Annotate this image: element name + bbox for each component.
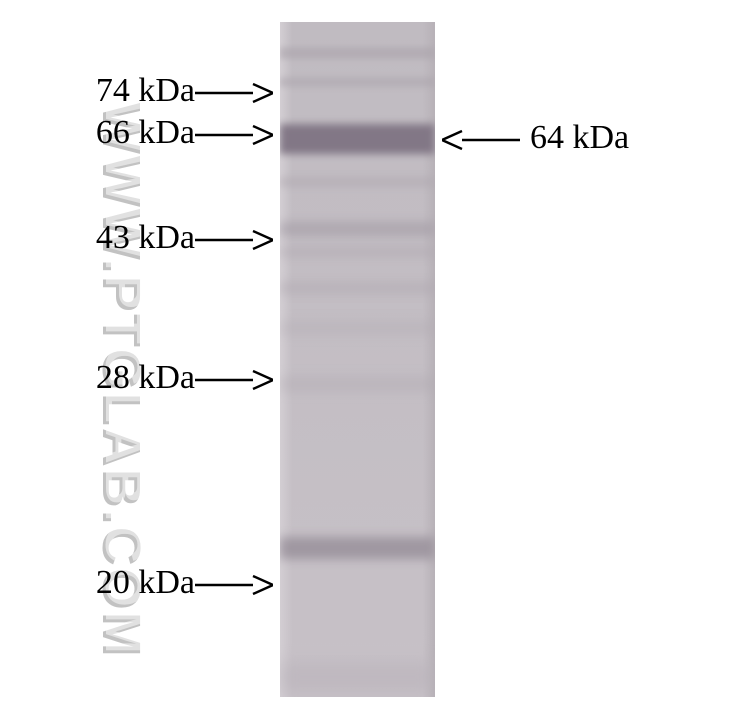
arrow-right-icon <box>195 369 273 391</box>
gel-band <box>280 537 435 559</box>
arrow-left-icon <box>442 129 520 151</box>
arrow-right-icon <box>195 124 273 146</box>
marker-label: 74 kDa <box>96 72 195 110</box>
marker-label: 28 kDa <box>96 359 195 397</box>
gel-band <box>280 222 435 236</box>
gel-band <box>280 282 435 294</box>
gel-band <box>280 177 435 187</box>
gel-band <box>280 662 435 692</box>
gel-lane <box>280 22 435 697</box>
sample-band-label: 64 kDa <box>530 119 629 157</box>
marker-label: 20 kDa <box>96 564 195 602</box>
gel-band <box>280 247 435 257</box>
arrow-right-icon <box>195 229 273 251</box>
marker-label: 43 kDa <box>96 219 195 257</box>
gel-band <box>280 124 435 154</box>
gel-band <box>280 322 435 334</box>
gel-band <box>280 77 435 87</box>
gel-band <box>280 47 435 59</box>
gel-figure: WWW.PTGLAB.COM WWW.PTGLAB.COM 74 kDa66 k… <box>0 0 740 715</box>
marker-label: 66 kDa <box>96 114 195 152</box>
arrow-right-icon <box>195 82 273 104</box>
arrow-right-icon <box>195 574 273 596</box>
gel-band <box>280 377 435 391</box>
